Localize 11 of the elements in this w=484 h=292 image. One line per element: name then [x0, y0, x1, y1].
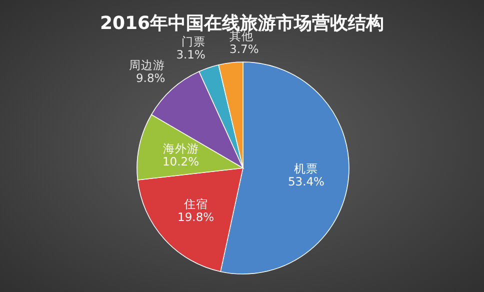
slice-label: 门票 — [181, 34, 206, 48]
slice-label: 住宿 — [182, 197, 208, 212]
data-label: 3.7% — [230, 42, 259, 56]
data-label: 19.8% — [178, 210, 214, 224]
slice-label: 周边游 — [129, 58, 166, 72]
data-label: 3.1% — [176, 47, 206, 62]
slice-label: 机票 — [294, 161, 318, 176]
slice-label: 海外游 — [162, 141, 199, 156]
data-label: 10.2% — [162, 154, 200, 168]
data-label: 9.8% — [136, 70, 166, 85]
data-label: 53.4% — [288, 174, 325, 188]
